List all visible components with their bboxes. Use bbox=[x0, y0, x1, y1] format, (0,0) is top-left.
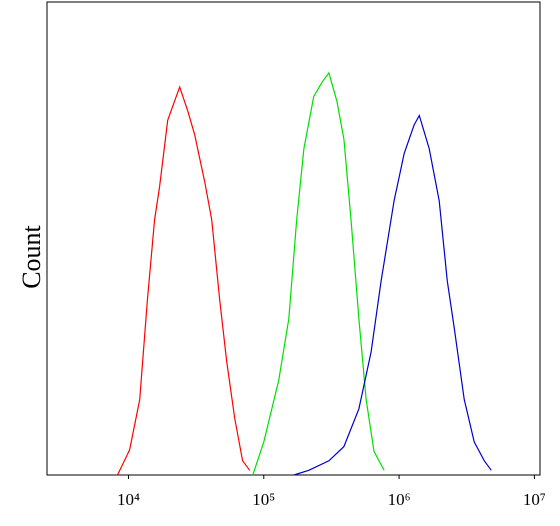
histogram-line bbox=[116, 85, 251, 476]
x-tick-label: 10⁵ bbox=[252, 490, 275, 509]
histogram-line bbox=[252, 71, 385, 476]
x-tick-label: 10⁴ bbox=[117, 490, 140, 509]
x-tick-label: 10⁷ bbox=[523, 490, 546, 509]
histogram-line bbox=[293, 113, 492, 476]
plot-frame bbox=[46, 1, 541, 476]
x-tick-label: 10⁶ bbox=[388, 490, 411, 509]
y-axis-label: Count bbox=[17, 224, 46, 288]
